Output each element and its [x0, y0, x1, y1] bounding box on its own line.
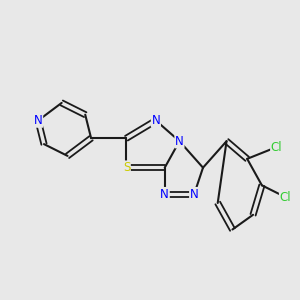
Text: N: N [175, 135, 184, 148]
Text: N: N [152, 114, 160, 127]
Text: N: N [190, 188, 199, 201]
Text: Cl: Cl [280, 190, 291, 204]
Text: N: N [34, 114, 43, 127]
Text: S: S [123, 161, 130, 174]
Text: N: N [160, 188, 169, 201]
Text: Cl: Cl [271, 141, 282, 154]
